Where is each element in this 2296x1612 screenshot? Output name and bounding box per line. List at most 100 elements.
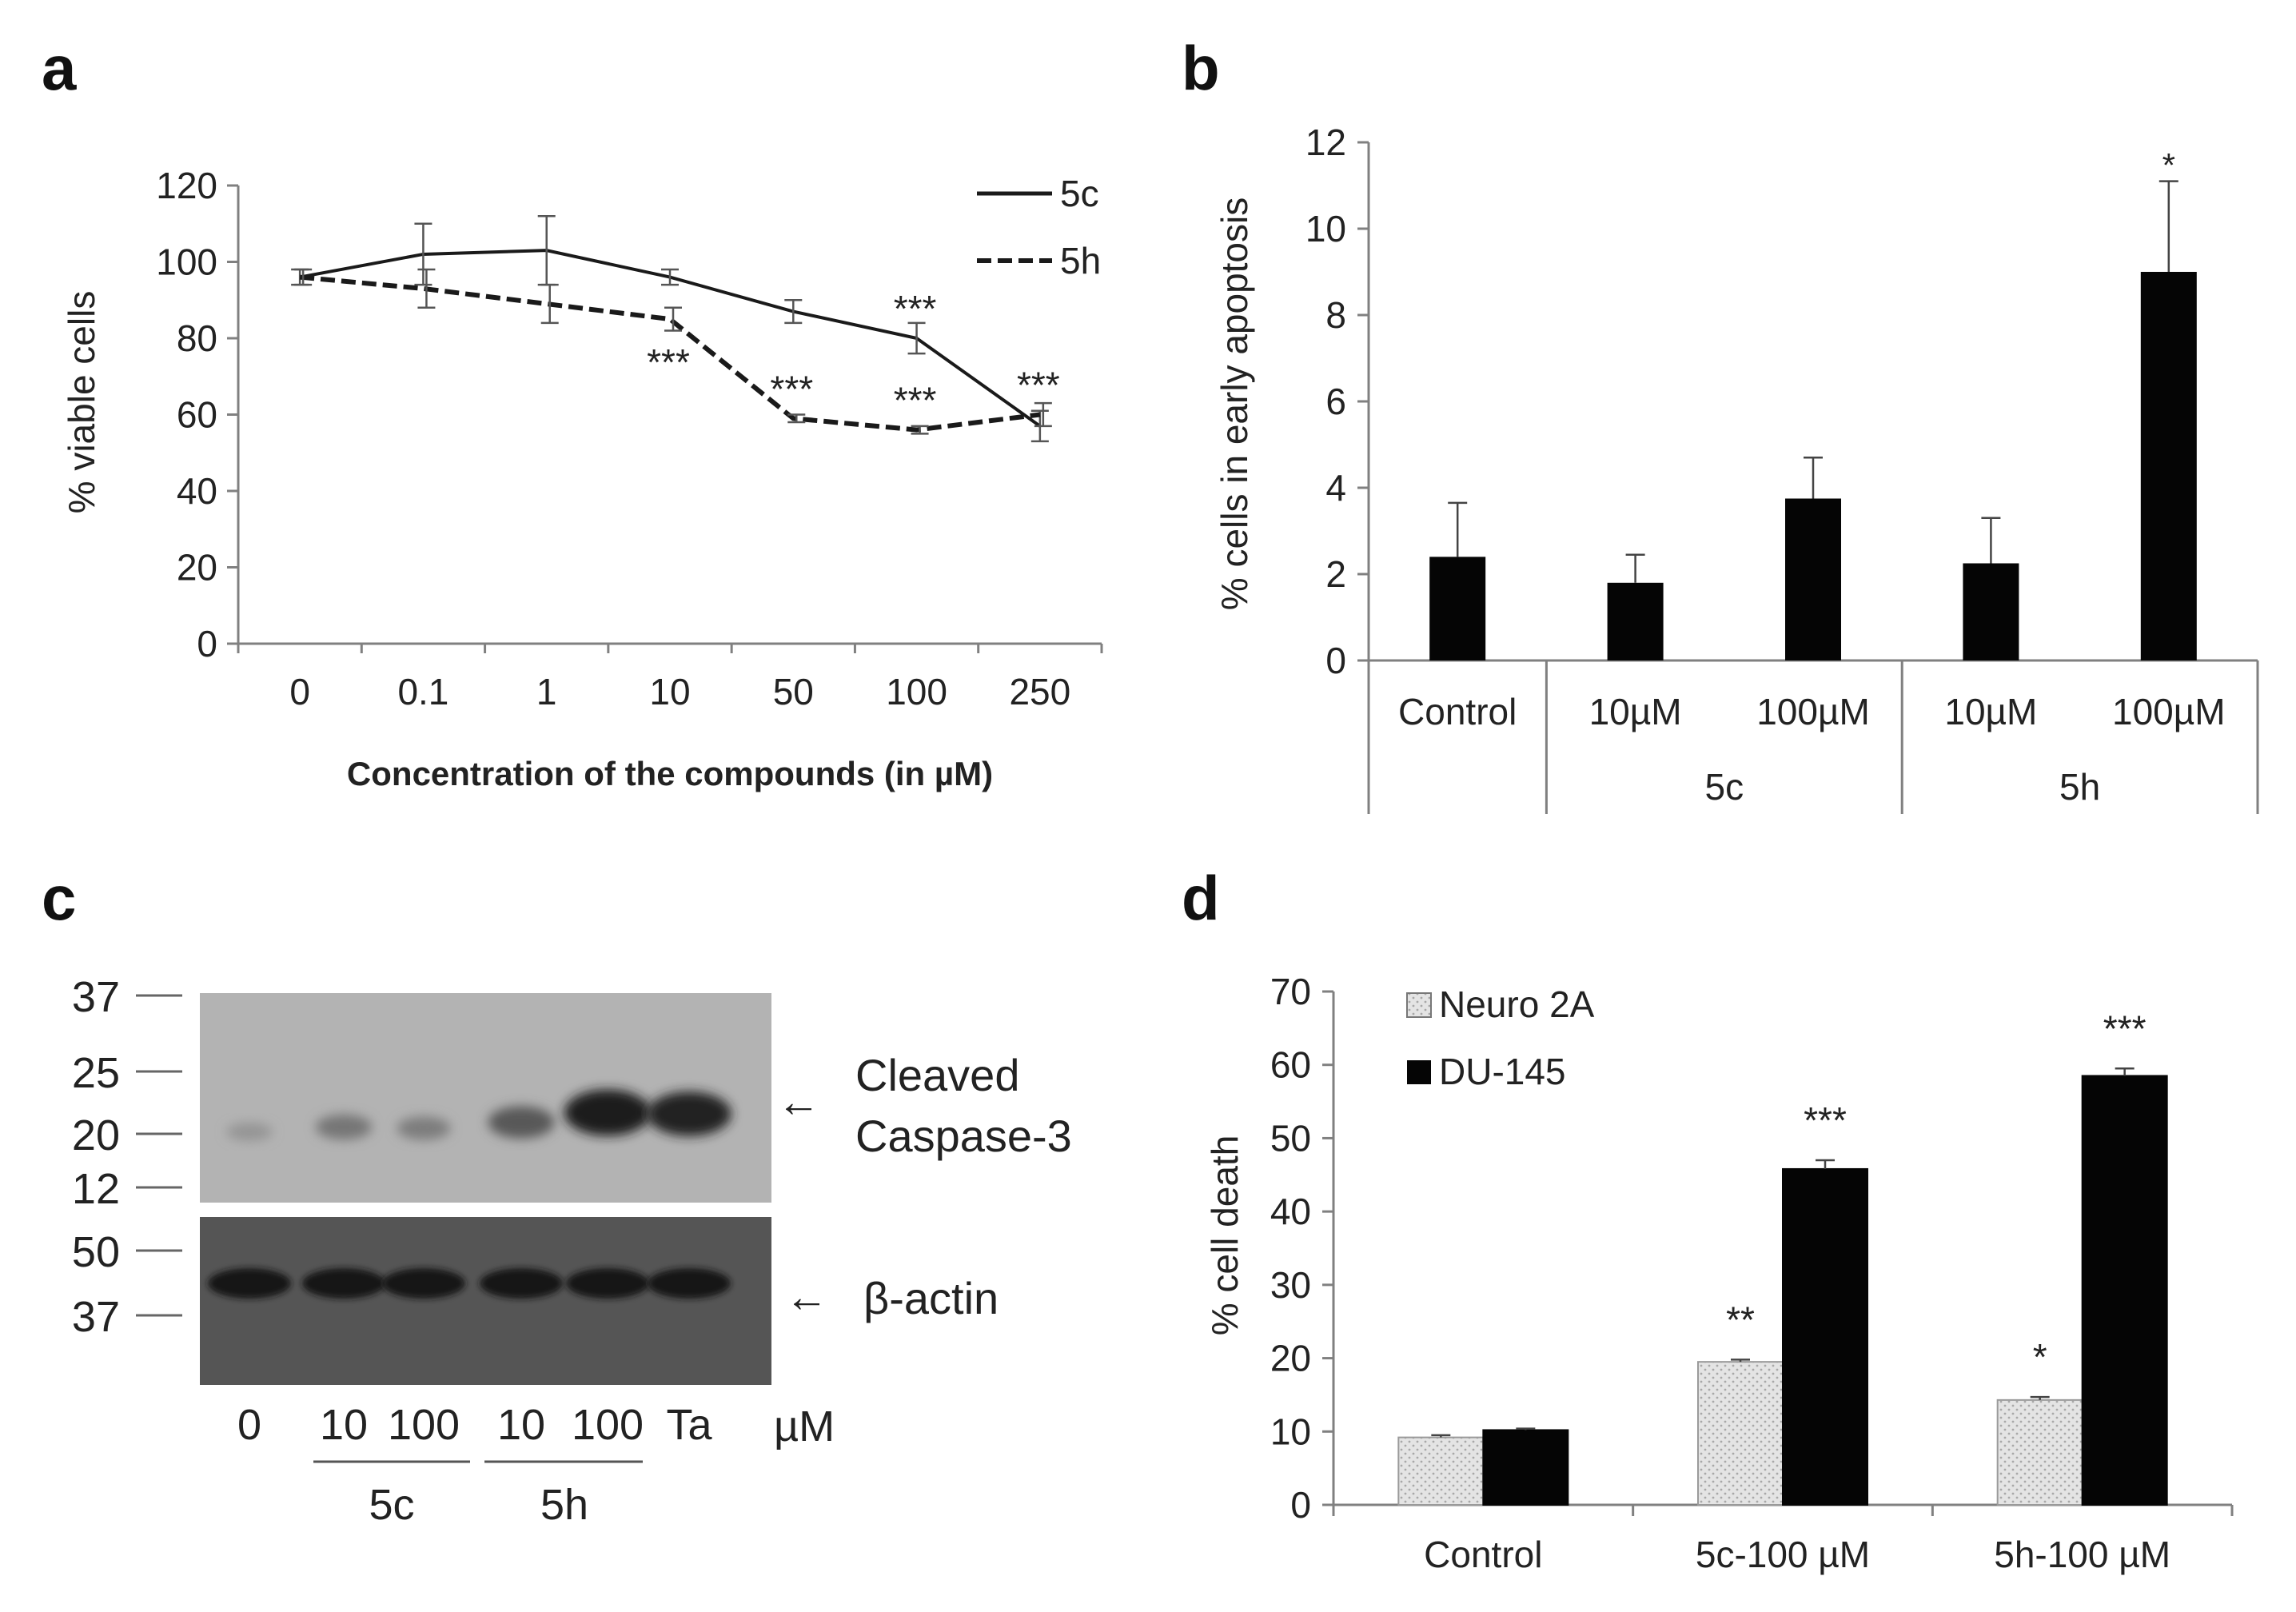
panel-b-group-label: 5c: [1705, 766, 1744, 808]
panel-a-legend: 5c 5h: [977, 173, 1101, 281]
panel-a-ylabel: % viable cells: [61, 291, 102, 514]
panel-a-ytick-label: 80: [177, 317, 217, 359]
panel-d-ytick-label: 20: [1270, 1338, 1311, 1379]
panel-label-d: d: [1182, 863, 1220, 933]
panel-d-significance-mark: **: [1726, 1299, 1755, 1340]
panel-a-xtick-label: 1: [536, 671, 557, 712]
lane-label: 100: [388, 1401, 460, 1449]
bar-neuro-2a: [1397, 1436, 1485, 1506]
panel-d-legend: Neuro 2A DU-145: [1406, 984, 1595, 1092]
mw-marker-label: 50: [72, 1228, 120, 1276]
bar-neuro-2a: [1996, 1399, 2083, 1506]
panel-b-xtick-label: 10µM: [1944, 691, 2037, 732]
panel-b-xtick-label: Control: [1398, 691, 1517, 732]
lane-label: 0: [237, 1401, 261, 1449]
group-label-5h: 5h: [540, 1481, 588, 1529]
panel-b-xtick-label: 100µM: [2112, 691, 2226, 732]
caspase-label-line1: Cleaved: [855, 1050, 1019, 1100]
panel-a-line-chart: % viable cells Concentration of the comp…: [61, 165, 1103, 792]
panel-a-ytick-label: 20: [177, 547, 217, 589]
panel-a-ytick-label: 40: [177, 470, 217, 512]
panel-a-xtick-label: 10: [649, 671, 690, 712]
panel-d-ytick-label: 50: [1270, 1117, 1311, 1159]
panel-b-xtick-label: 100µM: [1756, 691, 1870, 732]
bar-du-145: [2081, 1075, 2168, 1506]
panel-b-ylabel: % cells in early apoptosis: [1214, 198, 1255, 610]
panel-label-c: c: [42, 863, 76, 933]
panel-a-xtick-label: 100: [886, 671, 947, 712]
lane-label: 10: [497, 1401, 545, 1449]
panel-b-bar: [2140, 272, 2197, 660]
panel-d-xtick-label: 5c-100 µM: [1696, 1534, 1870, 1575]
legend-neuro-2a-swatch: [1406, 992, 1432, 1018]
panel-b-bar: [1429, 557, 1486, 660]
legend-5h-label: 5h: [1060, 240, 1101, 281]
panel-a-ytick-label: 0: [197, 623, 217, 664]
caspase-band: [315, 1114, 373, 1140]
actin-label: β-actin: [863, 1273, 999, 1323]
panel-a-significance-mark: ***: [647, 341, 690, 383]
panel-a-ytick-label: 60: [177, 394, 217, 436]
bar-du-145: [1782, 1167, 1868, 1506]
panel-a-significance-mark: ***: [770, 368, 813, 409]
panel-b-ytick-label: 0: [1325, 640, 1346, 681]
panel-a-xtick-label: 50: [773, 671, 814, 712]
caspase-label-line2: Caspase-3: [855, 1111, 1072, 1161]
lane-unit-label: µM: [774, 1403, 835, 1450]
panel-b-significance-mark: *: [2162, 146, 2175, 184]
bar-neuro-2a: [1697, 1361, 1784, 1506]
panel-a-xlabel: Concentration of the compounds (in µM): [347, 755, 993, 792]
panel-d-ytick-label: 0: [1290, 1484, 1311, 1526]
panel-b-ytick-label: 10: [1305, 208, 1346, 249]
actin-band: [302, 1268, 385, 1299]
bar-du-145: [1482, 1429, 1569, 1506]
panel-a-significance-mark: ***: [894, 380, 937, 421]
caspase-band: [226, 1123, 273, 1141]
actin-band: [382, 1268, 465, 1299]
caspase-band: [488, 1106, 555, 1139]
panel-a-xtick-label: 0.1: [397, 671, 448, 712]
lane-label: 10: [320, 1401, 368, 1449]
panel-b-bar: [1785, 498, 1841, 660]
panel-b-ytick-label: 12: [1305, 122, 1346, 163]
caspase-band: [564, 1089, 652, 1136]
group-label-5c: 5c: [369, 1481, 414, 1529]
panel-a-xtick-label: 250: [1009, 671, 1070, 712]
actin-band: [208, 1268, 291, 1299]
panel-a-significance-mark: ***: [894, 288, 937, 329]
caspase-band: [647, 1091, 731, 1136]
panel-d-xtick-label: 5h-100 µM: [1994, 1534, 2170, 1575]
caspase-band: [397, 1116, 451, 1140]
panel-b-ytick-label: 4: [1325, 467, 1346, 509]
blot-actin-membrane: [200, 1217, 771, 1385]
legend-du-145-swatch: [1407, 1060, 1431, 1084]
panel-d-significance-mark: ***: [1804, 1099, 1847, 1141]
panel-a-significance-mark: ***: [1017, 365, 1060, 406]
legend-neuro-2a-label: Neuro 2A: [1439, 984, 1595, 1025]
panel-d-significance-mark: *: [2033, 1336, 2047, 1378]
mw-marker-label: 37: [72, 973, 120, 1021]
legend-du-145-label: DU-145: [1439, 1051, 1566, 1092]
panel-c-western-blot: 37 25 20 12 50 37 ← Cleaved Caspase-3 ← β-act…: [72, 973, 1072, 1529]
panel-d-ytick-label: 60: [1270, 1044, 1311, 1086]
panel-label-b: b: [1182, 33, 1220, 103]
panel-a-xtick-label: 0: [289, 671, 310, 712]
panel-a-ytick-label: 100: [156, 241, 217, 283]
panel-b-ytick-label: 2: [1325, 553, 1346, 595]
actin-band: [648, 1268, 731, 1299]
panel-d-ylabel: % cell death: [1204, 1135, 1246, 1336]
panel-b-ytick-label: 8: [1325, 294, 1346, 336]
panel-b-bar-chart: % cells in early apoptosis 0 2 4 6 8 10 12 Cont…: [1214, 122, 2259, 814]
panel-d-ytick-label: 70: [1270, 971, 1311, 1012]
actin-band: [566, 1268, 649, 1299]
panel-b-xtick-label: 10µM: [1589, 691, 1682, 732]
legend-5c-label: 5c: [1060, 173, 1099, 214]
mw-marker-label: 20: [72, 1111, 120, 1159]
panel-b-bar: [1963, 563, 2019, 660]
actin-band: [480, 1268, 563, 1299]
panel-a-ytick-label: 120: [156, 165, 217, 206]
panel-b-ytick-label: 6: [1325, 381, 1346, 422]
panel-d-ytick-label: 10: [1270, 1410, 1311, 1452]
lane-label: Ta: [666, 1401, 712, 1449]
